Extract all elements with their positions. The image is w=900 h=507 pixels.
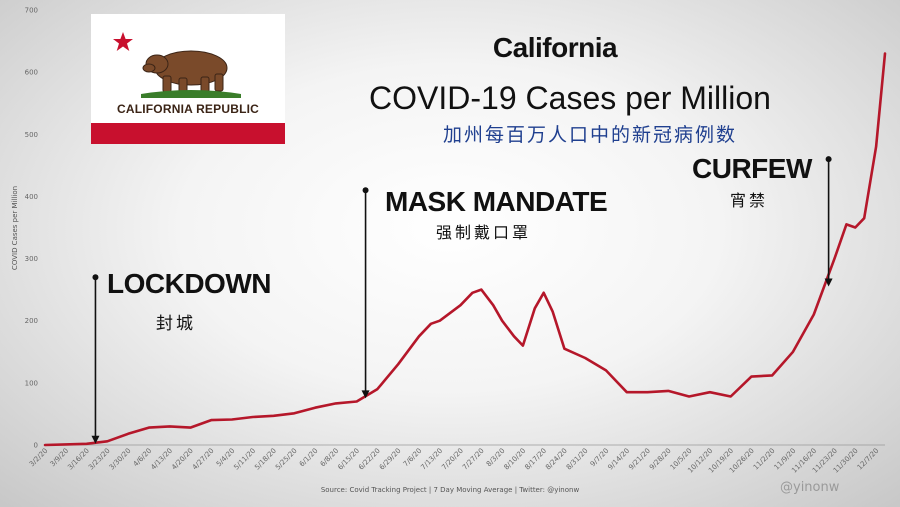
y-tick-label: 500 xyxy=(25,131,38,139)
x-tick-label: 8/17/20 xyxy=(523,447,548,472)
series-line xyxy=(43,52,887,447)
x-tick-label: 4/27/20 xyxy=(191,447,216,472)
grass-icon xyxy=(141,90,241,98)
annotation-lockdown: LOCKDOWN xyxy=(107,268,271,299)
x-tick-label: 7/20/20 xyxy=(440,447,465,472)
x-tick-label: 6/29/20 xyxy=(378,447,403,472)
watermark: @yinonw xyxy=(780,480,840,495)
chart-subtitle: COVID-19 Cases per Million xyxy=(369,80,771,116)
star-icon xyxy=(113,32,133,51)
chart-subtitle-cn: 加州每百万人口中的新冠病例数 xyxy=(442,124,737,146)
annotation-arrow-head xyxy=(361,390,370,399)
x-tick-label: 4/20/20 xyxy=(170,447,195,472)
x-tick-label: 9/21/20 xyxy=(627,447,652,472)
x-tick-label: 11/2/20 xyxy=(752,447,777,472)
y-tick-label: 100 xyxy=(25,379,38,387)
california-flag: CALIFORNIA REPUBLIC xyxy=(91,14,285,144)
annotation-mask-mandate: MASK MANDATE xyxy=(385,186,608,217)
x-tick-label: 3/30/20 xyxy=(108,447,133,472)
annotation-curfew-cn: 宵禁 xyxy=(730,191,769,210)
annotation-lockdown-cn: 封城 xyxy=(156,314,196,334)
x-tick-label: 5/18/20 xyxy=(253,447,278,472)
chart-title: California xyxy=(492,32,618,63)
x-tick-label: 5/11/20 xyxy=(232,447,257,472)
x-tick-label: 5/25/20 xyxy=(274,447,299,472)
x-tick-label: 6/15/20 xyxy=(336,447,361,472)
y-tick-label: 400 xyxy=(25,193,38,201)
annotation-arrow-head xyxy=(91,435,100,444)
x-tick-label: 3/16/20 xyxy=(66,447,91,472)
flag-art xyxy=(113,32,241,98)
x-tick-label: 12/7/20 xyxy=(856,447,881,472)
x-tick-label: 7/13/20 xyxy=(419,447,444,472)
x-tick-label: 9/14/20 xyxy=(606,447,631,472)
y-axis-label: COVID Cases per Million xyxy=(11,186,19,270)
y-tick-label: 600 xyxy=(25,69,38,77)
x-tick-label: 7/27/20 xyxy=(461,447,486,472)
flag-text: CALIFORNIA REPUBLIC xyxy=(116,102,260,116)
y-tick-label: 200 xyxy=(25,317,38,325)
annotation-mask-mandate-cn: 强制戴口罩 xyxy=(436,223,532,242)
bear-icon xyxy=(142,50,228,93)
x-tick-label: 8/24/20 xyxy=(544,447,569,472)
x-tick-label: 6/1/20 xyxy=(298,447,320,469)
x-tick-label: 3/2/20 xyxy=(28,447,50,469)
x-tick-label: 6/22/20 xyxy=(357,447,382,472)
source-note: Source: Covid Tracking Project | 7 Day M… xyxy=(320,486,580,494)
y-tick-label: 0 xyxy=(34,442,38,450)
flag-red-stripe xyxy=(91,123,285,144)
annotation-curfew: CURFEW xyxy=(692,153,812,184)
x-tick-label: 4/13/20 xyxy=(149,447,174,472)
x-tick-label: 8/31/20 xyxy=(565,447,590,472)
x-tick-label: 3/23/20 xyxy=(87,447,112,472)
annotation-arrow-head xyxy=(824,278,833,287)
x-tick-label: 9/28/20 xyxy=(648,447,673,472)
x-tick-label: 8/10/20 xyxy=(503,447,528,472)
y-tick-label: 300 xyxy=(25,255,38,263)
y-tick-label: 700 xyxy=(25,7,38,15)
